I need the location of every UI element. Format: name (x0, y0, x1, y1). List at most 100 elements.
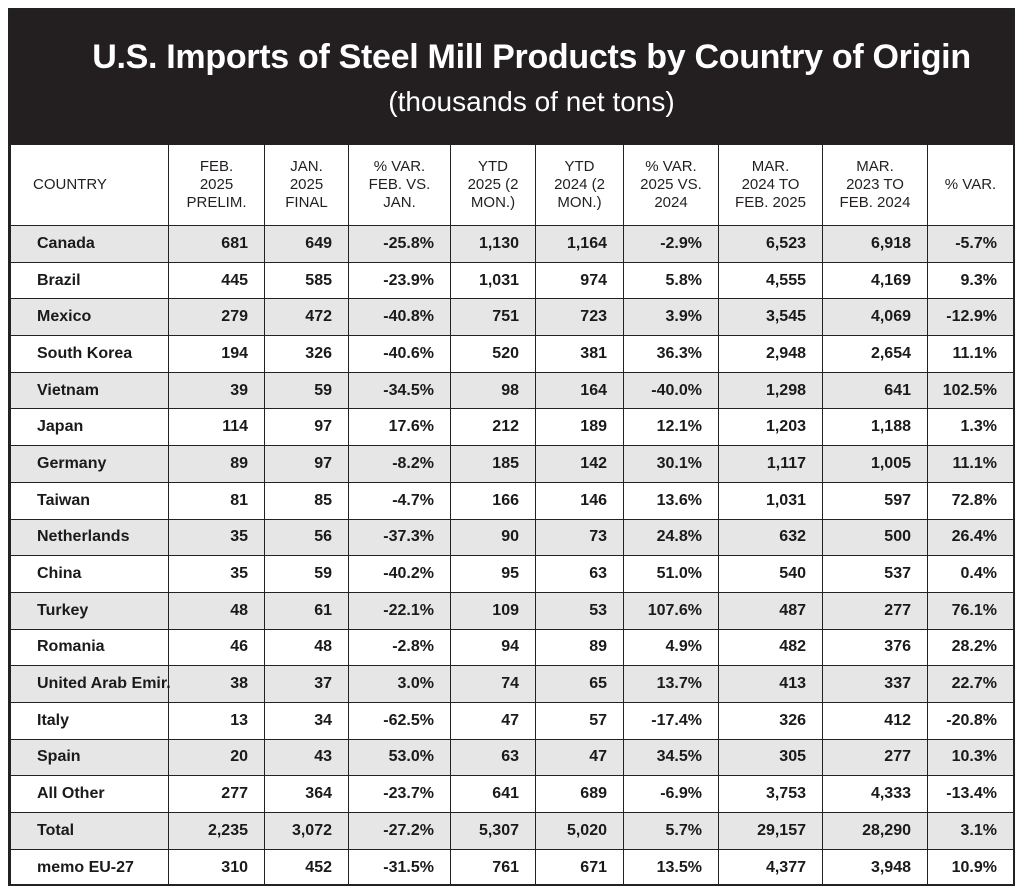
value-cell: 500 (822, 518, 928, 557)
column-header: % VAR. 2025 VS. 2024 (623, 144, 719, 226)
value-cell: 641 (822, 371, 928, 410)
value-cell: -22.1% (348, 591, 451, 630)
value-cell: 537 (822, 555, 928, 593)
value-cell: 39 (168, 371, 265, 410)
value-cell: 597 (822, 481, 928, 520)
value-cell: 3,948 (822, 848, 928, 887)
value-cell: 277 (822, 738, 928, 777)
country-cell: Brazil (10, 261, 169, 300)
value-cell: -4.7% (348, 481, 451, 520)
value-cell: 72.8% (927, 481, 1014, 520)
value-cell: -13.4% (927, 775, 1014, 813)
country-cell: Total (10, 812, 169, 850)
table-row: Spain 20 43 53.0% 63 47 34.5% 305 277 10.3% (10, 738, 1014, 777)
value-cell: 277 (168, 775, 265, 813)
country-cell: China (10, 555, 169, 593)
column-header: COUNTRY (10, 144, 169, 226)
table-row: Romania 46 48 -2.8% 94 89 4.9% 482 376 28.2% (10, 628, 1014, 667)
value-cell: 102.5% (927, 371, 1014, 410)
value-cell: 520 (450, 335, 536, 373)
value-cell: 34.5% (623, 738, 719, 777)
value-cell: 73 (535, 518, 624, 557)
country-cell: Germany (10, 445, 169, 483)
value-cell: 3.9% (623, 298, 719, 337)
value-cell: -12.9% (927, 298, 1014, 337)
value-cell: -6.9% (623, 775, 719, 813)
value-cell: -2.8% (348, 628, 451, 667)
value-cell: -40.8% (348, 298, 451, 337)
value-cell: -40.6% (348, 335, 451, 373)
value-cell: 482 (718, 628, 823, 667)
value-cell: 29,157 (718, 812, 823, 850)
table-row: South Korea 194 326 -40.6% 520 381 36.3% 2,948 2… (10, 335, 1014, 373)
value-cell: 47 (450, 701, 536, 740)
country-cell: Netherlands (10, 518, 169, 557)
value-cell: 723 (535, 298, 624, 337)
column-header: YTD 2025 (2 MON.) (450, 144, 536, 226)
value-cell: 97 (264, 408, 349, 447)
country-cell: United Arab Emir. (10, 665, 171, 703)
value-cell: 35 (168, 518, 265, 557)
table-row: Total 2,235 3,072 -27.2% 5,307 5,020 5.7% 29,15… (10, 812, 1014, 850)
table-row: China 35 59 -40.2% 95 63 51.0% 540 537 0.4% (10, 555, 1014, 593)
value-cell: 89 (535, 628, 624, 667)
value-cell: 17.6% (348, 408, 451, 447)
value-cell: 3,072 (264, 812, 349, 850)
value-cell: 2,235 (168, 812, 265, 850)
value-cell: -37.3% (348, 518, 451, 557)
value-cell: 649 (264, 225, 349, 263)
value-cell: 20 (168, 738, 265, 777)
value-cell: 472 (264, 298, 349, 337)
value-cell: 0.4% (927, 555, 1014, 593)
value-cell: 85 (264, 481, 349, 520)
value-cell: -40.2% (348, 555, 451, 593)
value-cell: 28,290 (822, 812, 928, 850)
value-cell: 632 (718, 518, 823, 557)
value-cell: 376 (822, 628, 928, 667)
value-cell: 1,031 (718, 481, 823, 520)
value-cell: 5,307 (450, 812, 536, 850)
table-body: Canada 681 649 -25.8% 1,130 1,164 -2.9% 6,523 6,… (10, 225, 1014, 887)
header-row: COUNTRY FEB. 2025 PRELIM. JAN. 2025 FINA… (10, 144, 1014, 226)
country-cell: South Korea (10, 335, 169, 373)
table-row: Canada 681 649 -25.8% 1,130 1,164 -2.9% 6,523 6,… (10, 225, 1014, 263)
value-cell: 57 (535, 701, 624, 740)
value-cell: 89 (168, 445, 265, 483)
value-cell: 47 (535, 738, 624, 777)
country-cell: All Other (10, 775, 169, 813)
value-cell: 1,117 (718, 445, 823, 483)
value-cell: 487 (718, 591, 823, 630)
value-cell: 326 (718, 701, 823, 740)
country-cell: Mexico (10, 298, 169, 337)
value-cell: 28.2% (927, 628, 1014, 667)
value-cell: 2,654 (822, 335, 928, 373)
value-cell: -62.5% (348, 701, 451, 740)
value-cell: 671 (535, 848, 624, 887)
value-cell: 681 (168, 225, 265, 263)
value-cell: 5,020 (535, 812, 624, 850)
value-cell: 46 (168, 628, 265, 667)
country-cell: Japan (10, 408, 169, 447)
value-cell: 6,918 (822, 225, 928, 263)
country-cell: Romania (10, 628, 169, 667)
value-cell: 24.8% (623, 518, 719, 557)
value-cell: 10.9% (927, 848, 1014, 887)
value-cell: 30.1% (623, 445, 719, 483)
country-cell: Canada (10, 225, 169, 263)
value-cell: 3.1% (927, 812, 1014, 850)
value-cell: 279 (168, 298, 265, 337)
value-cell: -27.2% (348, 812, 451, 850)
value-cell: 689 (535, 775, 624, 813)
value-cell: 5.8% (623, 261, 719, 300)
column-header: MAR. 2023 TO FEB. 2024 (822, 144, 928, 226)
value-cell: 4,333 (822, 775, 928, 813)
value-cell: 4,377 (718, 848, 823, 887)
value-cell: -25.8% (348, 225, 451, 263)
value-cell: 53 (535, 591, 624, 630)
value-cell: 9.3% (927, 261, 1014, 300)
value-cell: 97 (264, 445, 349, 483)
value-cell: 1,188 (822, 408, 928, 447)
value-cell: 114 (168, 408, 265, 447)
value-cell: 98 (450, 371, 536, 410)
value-cell: 1,203 (718, 408, 823, 447)
